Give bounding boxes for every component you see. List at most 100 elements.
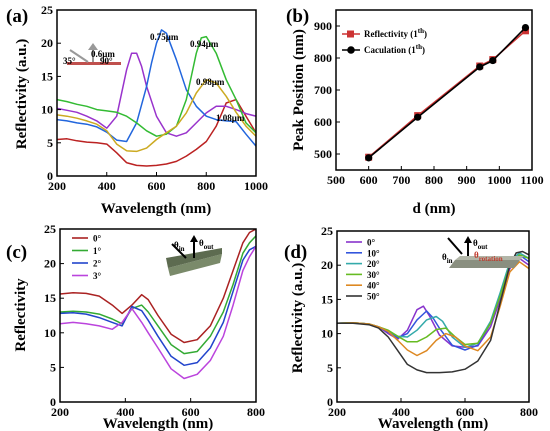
panel-c-ylabel: Reflectivity	[13, 278, 29, 352]
y-tick-label: 5	[50, 360, 56, 374]
x-tick-label: 800	[247, 405, 265, 419]
legend-label: 1°	[93, 246, 102, 256]
panel-a-label: (a)	[6, 6, 28, 27]
panel-d-theta-out-symbol: θ	[473, 238, 478, 248]
panel-a: 35° 90° 200 400 600 800 1000 0 5 10 15 20 25 0.6μm…	[6, 3, 268, 217]
series-line-4	[57, 35, 256, 137]
panel-d-theta-in-symbol: θ	[442, 252, 447, 262]
panel-c-theta-out-sub: out	[204, 243, 214, 251]
legend-label: 2°	[93, 259, 102, 269]
legend-label-caculation: Caculation (1th)	[364, 43, 425, 55]
panel-b-ticks: 500 600 700 800 900 1000 1100 500 600 700 800 900	[314, 19, 544, 187]
legend-marker-reflectivity	[347, 30, 354, 38]
x-tick-label: 200	[51, 405, 69, 419]
y-tick-label: 25	[44, 222, 56, 236]
y-tick-label: 5	[327, 361, 333, 375]
x-tick-label: 800	[520, 405, 538, 419]
panel-a-ylabel: Reflectivity (a.u.)	[14, 39, 30, 149]
y-tick-label: 500	[314, 147, 332, 161]
peak-label-0-94um: 0.94μm	[190, 39, 219, 49]
y-tick-label: 15	[41, 69, 53, 83]
data-point	[414, 113, 422, 121]
x-tick-label: 400	[392, 405, 410, 419]
y-tick-label: 900	[314, 19, 332, 33]
panel-c-theta-in-symbol: θ	[174, 240, 179, 250]
panel-c-theta-out: θout	[199, 238, 214, 251]
x-tick-label: 600	[456, 405, 474, 419]
legend-label: 40°	[367, 281, 380, 291]
panel-a-angle-35: 35°	[63, 56, 76, 66]
panel-d-theta-out: θout	[473, 238, 488, 251]
legend-label: 50°	[367, 292, 380, 302]
series-line-2	[60, 235, 256, 355]
x-tick-label: 600	[360, 173, 378, 187]
y-tick-label: 10	[44, 326, 56, 340]
legend-marker-caculation	[347, 46, 355, 54]
x-tick-label: 600	[148, 179, 166, 193]
y-tick-label: 600	[314, 115, 332, 129]
x-tick-label: 1100	[520, 173, 543, 187]
y-tick-label: 700	[314, 83, 332, 97]
panel-c-legend: 0° 1° 2° 3°	[72, 234, 102, 281]
panel-b-ylabel: Peak Position (nm)	[291, 29, 307, 151]
series-line-5	[57, 78, 256, 153]
panel-a-arrow-head	[88, 43, 98, 50]
x-tick-label: 800	[425, 173, 443, 187]
y-tick-label: 20	[321, 258, 333, 272]
panel-b-legend: Reflectivity (1th) Caculation (1th)	[342, 27, 427, 55]
panel-a-incident-ray	[69, 49, 89, 63]
panel-c-frame	[59, 228, 257, 403]
panel-c-arrow-head	[190, 235, 198, 242]
y-tick-label: 20	[44, 257, 56, 271]
y-tick-label: 25	[321, 224, 333, 238]
x-tick-label: 500	[327, 173, 345, 187]
panel-b-xlabel: d (nm)	[413, 201, 456, 217]
x-tick-label: 200	[328, 405, 346, 419]
panel-c-incident-ray	[171, 243, 187, 259]
panel-d-ticks: 200 400 600 800 0 5 10 15 20 25	[321, 224, 538, 419]
series-line-1	[57, 98, 256, 167]
series-line-3	[57, 29, 256, 147]
panel-d-theta-in: θin	[442, 252, 453, 265]
panel-d-plot	[337, 250, 529, 374]
legend-label-caculation-close: )	[422, 45, 425, 55]
y-tick-label: 10	[321, 327, 333, 341]
data-point	[521, 24, 530, 32]
x-tick-label: 900	[458, 173, 476, 187]
x-tick-label: 1000	[487, 173, 511, 187]
series-line-6	[337, 250, 529, 374]
legend-label-caculation-sup: th	[416, 43, 422, 51]
panel-c-plot	[60, 229, 256, 380]
peak-label-1-08um: 1.08μm	[216, 113, 245, 123]
legend-label-reflectivity: Reflectivity (1th)	[364, 27, 427, 39]
panel-d-incident-ray	[447, 237, 463, 255]
panel-d: θout θin θrotation 200 400 600 800051015202…	[284, 224, 538, 431]
legend-label-reflectivity-sup: th	[418, 27, 424, 35]
x-tick-label: 1000	[244, 179, 268, 193]
panel-d-theta-rotation: θrotation	[474, 250, 503, 263]
legend-label: 20°	[367, 259, 380, 269]
y-tick-label: 10	[41, 103, 53, 117]
series-line-4	[60, 245, 256, 380]
x-tick-label: 600	[182, 405, 200, 419]
y-tick-label: 15	[321, 292, 333, 306]
panel-d-legend: 0°10°20°30°40°50°	[346, 238, 380, 302]
panel-d-substrate	[449, 260, 520, 268]
panel-d-ylabel: Reflectivity (a.u.)	[290, 263, 306, 373]
data-point	[476, 63, 484, 71]
series-line-1	[60, 229, 256, 344]
panel-d-theta-in-sub: in	[447, 257, 453, 265]
panel-a-xlabel: Wavelength (nm)	[101, 201, 211, 217]
panel-a-plot	[57, 29, 256, 167]
y-tick-label: 0	[327, 395, 333, 409]
series-line-5	[337, 261, 529, 357]
panel-a-insets: 35° 90°	[63, 43, 121, 66]
panel-c-inset: θin θout	[166, 235, 222, 276]
y-tick-label: 0	[47, 169, 53, 183]
panel-d-theta-rotation-symbol: θ	[474, 250, 479, 260]
data-point	[365, 154, 373, 162]
legend-label: 0°	[367, 238, 376, 248]
panel-c-theta-out-symbol: θ	[199, 238, 204, 248]
data-point	[489, 56, 497, 65]
